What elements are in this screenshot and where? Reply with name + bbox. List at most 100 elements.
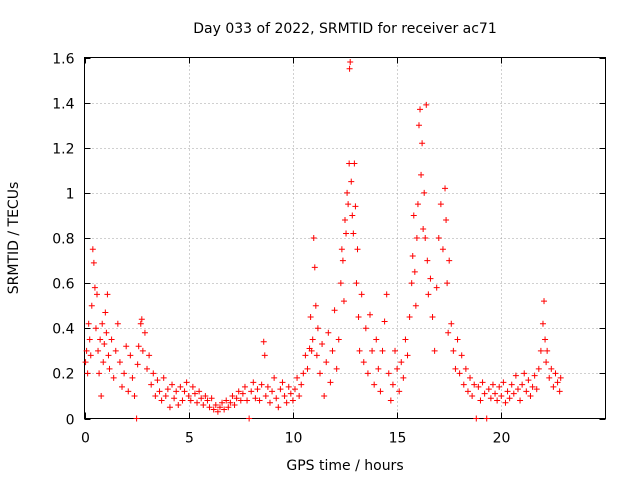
data-point: [496, 383, 503, 390]
data-point: [554, 379, 561, 386]
data-point: [101, 341, 108, 348]
data-point: [433, 284, 440, 291]
data-point: [396, 388, 403, 395]
data-point: [423, 101, 430, 108]
data-point: [404, 352, 411, 359]
data-point: [92, 325, 99, 332]
data-point: [150, 370, 157, 377]
data-point: [535, 365, 542, 372]
data-point: [469, 392, 476, 399]
data-point: [189, 383, 196, 390]
data-point: [504, 388, 511, 395]
data-point: [105, 352, 112, 359]
data-point: [362, 325, 369, 332]
data-point: [422, 235, 429, 241]
data-point: [527, 392, 534, 399]
data-point: [97, 336, 104, 343]
data-point: [216, 404, 223, 411]
y-tick-label: 1: [66, 187, 75, 203]
data-point: [260, 338, 267, 345]
data-point: [221, 406, 228, 413]
data-point: [413, 235, 420, 241]
y-tick-label: 0.6: [52, 277, 74, 293]
tick-layer: 0 0.2 0.4 0.6 0.8 1 1.2 1.4 1.6 0 5 10 15 20: [52, 52, 606, 447]
data-point: [156, 388, 163, 395]
data-point: [223, 397, 230, 404]
data-point: [529, 383, 536, 390]
data-point: [308, 347, 315, 354]
data-point: [327, 379, 334, 386]
data-point: [321, 392, 328, 399]
data-point: [181, 388, 188, 395]
data-point: [338, 246, 345, 253]
x-axis-title: GPS time / hours: [286, 458, 403, 474]
data-point: [262, 392, 269, 399]
data-point: [458, 352, 465, 359]
data-point: [112, 347, 119, 354]
data-point: [183, 379, 190, 386]
data-point: [356, 347, 363, 354]
data-point: [431, 347, 438, 354]
data-point: [419, 140, 426, 147]
data-point: [123, 343, 130, 350]
data-point: [506, 395, 513, 402]
data-point: [138, 316, 145, 323]
data-point: [379, 347, 386, 354]
data-point: [187, 397, 194, 404]
data-point: [531, 372, 538, 379]
data-point: [500, 379, 507, 386]
data-point: [429, 313, 436, 320]
data-point: [352, 203, 359, 210]
data-point: [235, 388, 242, 395]
data-point: [271, 374, 278, 381]
data-point: [329, 347, 336, 354]
data-point: [346, 65, 353, 72]
data-point: [444, 280, 451, 287]
grid-layer: [84, 57, 606, 419]
data-point: [331, 307, 338, 314]
data-point: [471, 381, 478, 388]
data-point: [347, 59, 354, 66]
data-point: [99, 320, 106, 327]
data-point: [110, 374, 117, 381]
data-point: [418, 171, 425, 178]
data-point: [377, 388, 384, 395]
data-point: [88, 302, 95, 309]
data-point: [291, 386, 298, 393]
data-point: [537, 347, 544, 354]
data-point: [367, 311, 374, 318]
data-point: [414, 201, 421, 208]
data-point: [141, 329, 148, 336]
data-point: [421, 189, 428, 196]
data-point: [194, 399, 201, 406]
data-point: [210, 406, 217, 413]
data-point: [96, 370, 103, 377]
data-point: [283, 399, 290, 406]
data-point: [358, 291, 365, 298]
data-point: [412, 302, 419, 309]
data-point: [343, 230, 350, 237]
data-point: [452, 365, 459, 372]
data-point: [494, 397, 501, 404]
data-point: [279, 379, 286, 386]
data-point: [479, 379, 486, 386]
data-point: [481, 390, 488, 397]
data-point: [550, 383, 557, 390]
data-point: [312, 302, 319, 309]
data-point: [237, 397, 244, 404]
data-point: [548, 365, 555, 372]
data-point: [533, 386, 540, 393]
data-point: [171, 395, 178, 402]
data-point: [204, 397, 211, 404]
data-point: [325, 329, 332, 336]
chart-title: Day 033 of 2022, SRMTID for receiver ac7…: [193, 21, 497, 37]
data-point: [442, 185, 449, 192]
data-point: [248, 388, 255, 395]
data-point: [477, 397, 484, 404]
data-point: [154, 377, 161, 384]
data-point: [375, 365, 382, 372]
data-point: [512, 372, 519, 379]
data-point: [133, 415, 140, 422]
data-point: [462, 365, 469, 372]
data-point: [131, 392, 138, 399]
